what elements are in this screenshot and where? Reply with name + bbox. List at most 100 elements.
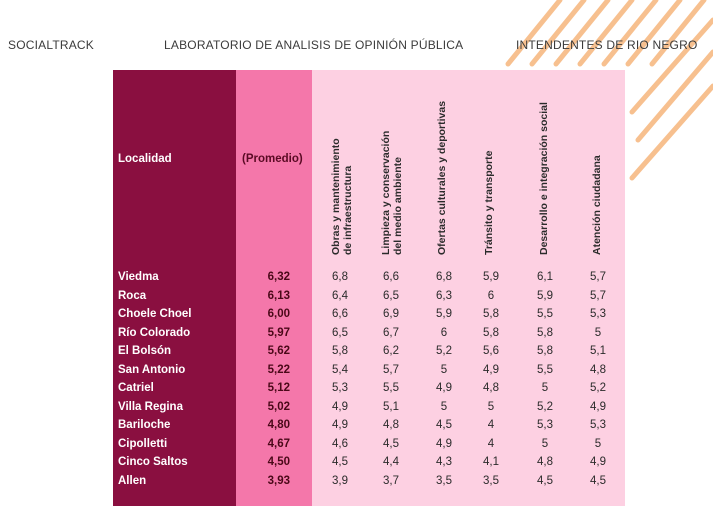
cell-value: 3,9	[332, 474, 348, 487]
header-limpieza-line1: Limpieza y conservación	[380, 130, 392, 255]
cell-value: 3,5	[483, 474, 499, 487]
cell-value: 5,7	[590, 289, 606, 302]
cell-promedio: 5,02	[267, 400, 290, 413]
header-transito-line1: Tránsito y transporte	[483, 150, 495, 255]
cell-value: 4,3	[436, 456, 452, 468]
cell-value: 5,2	[537, 400, 553, 413]
locality-column-bg	[113, 70, 236, 506]
header-ofertas: Ofertas culturales y deportivas	[436, 101, 448, 255]
cell-promedio: 3,93	[267, 474, 290, 487]
cell-value: 5,1	[383, 400, 399, 413]
cell-value: 5,8	[483, 326, 499, 339]
cell-value: 4,9	[436, 382, 452, 394]
cell-localidad: San Antonio	[118, 363, 186, 376]
cell-localidad: Cipolletti	[118, 437, 168, 450]
cell-value: 5	[440, 363, 448, 376]
header-desarrollo-line1: Desarrollo e integración social	[538, 102, 550, 255]
cell-value: 4,5	[590, 474, 606, 487]
cell-value: 4	[487, 419, 495, 431]
cell-value: 4,9	[590, 400, 606, 413]
cell-value: 6	[440, 326, 448, 339]
categories-area-bg	[312, 70, 625, 506]
cell-value: 5,1	[590, 345, 606, 357]
cell-value: 6,5	[383, 289, 399, 302]
header-desarrollo: Desarrollo e integración social	[538, 102, 550, 255]
cell-value: 5,9	[436, 308, 452, 320]
brand-label: SOCIALTRACK	[8, 38, 94, 52]
cell-localidad: Río Colorado	[118, 326, 191, 339]
cell-promedio: 6,32	[267, 271, 290, 283]
header-atencion: Atención ciudadana	[591, 155, 603, 255]
cell-value: 5,3	[590, 308, 606, 320]
cell-value: 5,5	[383, 382, 399, 394]
header-localidad: Localidad	[118, 153, 172, 165]
cell-value: 6,5	[332, 326, 348, 339]
cell-promedio: 4,50	[267, 456, 290, 468]
cell-value: 4,9	[332, 400, 348, 413]
cell-localidad: Roca	[118, 289, 147, 302]
header-atencion-line1: Atención ciudadana	[591, 155, 603, 255]
cell-value: 4	[487, 437, 495, 450]
cell-value: 5,5	[537, 363, 553, 376]
cell-localidad: Catriel	[118, 382, 154, 394]
cell-value: 5	[594, 437, 602, 450]
cell-value: 5,3	[537, 419, 553, 431]
cell-value: 4,9	[332, 419, 348, 431]
cell-value: 5,7	[590, 271, 606, 283]
cell-value: 4,8	[537, 456, 553, 468]
cell-value: 5,3	[590, 419, 606, 431]
cell-value: 6,1	[537, 271, 553, 283]
header-transito: Tránsito y transporte	[483, 151, 495, 255]
cell-value: 5	[440, 400, 448, 413]
cell-value: 5,3	[332, 382, 348, 394]
header-obras: Obras y mantenimiento de infraestructura	[330, 138, 354, 255]
cell-value: 4,8	[483, 382, 499, 394]
cell-value: 6,9	[383, 308, 399, 320]
cell-value: 4,4	[383, 456, 399, 468]
cell-value: 4,8	[590, 363, 606, 376]
cell-value: 5,9	[483, 271, 499, 283]
header-limpieza-line2: del medio ambiente	[392, 156, 404, 255]
header-promedio: (Promedio)	[242, 153, 303, 165]
cell-localidad: Villa Regina	[118, 400, 183, 413]
cell-value: 3,7	[383, 474, 399, 487]
cell-value: 4,6	[332, 437, 348, 450]
cell-value: 6,8	[436, 271, 452, 283]
cell-value: 5	[541, 382, 549, 394]
cell-value: 5,8	[332, 345, 348, 357]
header-limpieza: Limpieza y conservación del medio ambien…	[380, 131, 404, 255]
cell-value: 6,6	[383, 271, 399, 283]
cell-value: 6,2	[383, 345, 399, 357]
cell-promedio: 6,00	[267, 308, 290, 320]
cell-localidad: Cinco Saltos	[118, 456, 188, 468]
cell-promedio: 5,22	[267, 363, 290, 376]
header-obras-line2: de infraestructura	[342, 165, 354, 255]
cell-value: 4,5	[332, 456, 348, 468]
cell-promedio: 4,80	[267, 419, 290, 431]
cell-value: 5,7	[383, 363, 399, 376]
cell-value: 4,5	[383, 437, 399, 450]
page-subtitle: INTENDENTES DE RIO NEGRO	[516, 38, 698, 52]
cell-value: 5,4	[332, 363, 348, 376]
cell-promedio: 4,67	[267, 437, 290, 450]
header-obras-line1: Obras y mantenimiento	[330, 138, 342, 255]
cell-value: 5,5	[537, 308, 553, 320]
header-ofertas-line1: Ofertas culturales y deportivas	[436, 100, 448, 255]
cell-localidad: El Bolsón	[118, 345, 172, 357]
cell-value: 3,5	[436, 474, 452, 487]
cell-value: 5	[487, 400, 495, 413]
cell-value: 4,9	[436, 437, 452, 450]
cell-localidad: Choele Choel	[118, 308, 192, 320]
cell-value: 6	[487, 289, 495, 302]
cell-value: 6,7	[383, 326, 399, 339]
cell-value: 5,8	[537, 326, 553, 339]
cell-localidad: Allen	[118, 474, 147, 487]
cell-value: 5,8	[483, 308, 499, 320]
cell-value: 4,1	[483, 456, 499, 468]
cell-value: 4,5	[537, 474, 553, 487]
cell-value: 5,2	[436, 345, 452, 357]
cell-value: 6,4	[332, 289, 348, 302]
cell-promedio: 6,13	[267, 289, 290, 302]
cell-value: 4,9	[483, 363, 499, 376]
